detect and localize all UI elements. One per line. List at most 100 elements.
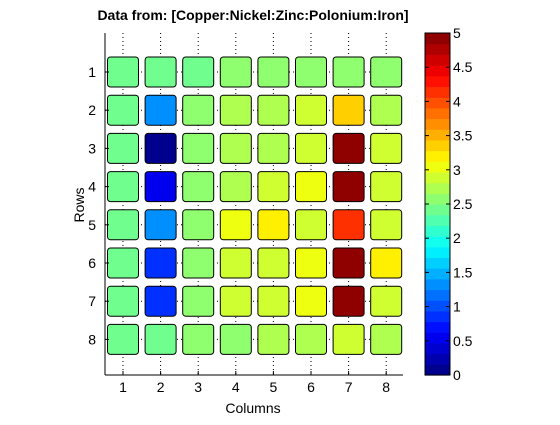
heatmap-cell — [370, 323, 403, 355]
heatmap-cell — [257, 247, 290, 279]
heatmap-cell — [295, 56, 327, 88]
colorbar-tick-label: 4.5 — [453, 59, 473, 75]
chart-title: Data from: [Copper:Nickel:Zinc:Polonium:… — [97, 7, 408, 23]
heatmap-cell — [144, 171, 177, 203]
plot-area: 1 2 3 4 5 6 7 8 1 2 3 4 5 6 7 8 — [88, 33, 403, 395]
heatmap-cell — [219, 209, 252, 241]
colorbar-segment — [425, 225, 450, 237]
heatmap-cell — [144, 285, 177, 317]
heatmap-cell — [295, 171, 327, 203]
colorbar-segment — [425, 289, 450, 301]
heatmap-cell — [144, 132, 177, 164]
heatmap-cell — [332, 285, 365, 317]
colorbar-tick-label: 2 — [453, 230, 461, 246]
x-tick-label: 8 — [382, 379, 390, 395]
colorbar-segment — [425, 139, 450, 152]
colorbar-segment — [425, 342, 450, 355]
heatmap-cell — [257, 285, 290, 317]
heatmap-cell — [332, 247, 365, 279]
heatmap-cell — [107, 56, 139, 88]
heatmap-cell — [370, 247, 403, 279]
heatmap-cell — [182, 247, 215, 279]
colorbar-segment — [425, 310, 450, 323]
heatmap-cell — [257, 94, 290, 126]
heatmap-cell — [257, 171, 290, 203]
heatmap-cell — [219, 247, 252, 279]
heatmap-cell — [295, 285, 327, 317]
colorbar-segment — [425, 214, 450, 226]
heatmap-cell — [219, 171, 252, 203]
heatmap-cell — [107, 209, 139, 241]
heatmap-cell — [144, 209, 177, 241]
heatmap-cell — [144, 94, 177, 126]
colorbar: 0 0.5 1 1.5 2 2.5 3 3.5 4 4.5 5 — [424, 25, 473, 383]
heatmap-cell — [295, 323, 327, 355]
colorbar-segment — [425, 86, 450, 98]
heatmap-cell — [107, 132, 139, 164]
heatmap-cell — [332, 323, 365, 355]
heatmap-cell — [257, 56, 290, 88]
colorbar-segment — [425, 129, 450, 141]
x-tick-label: 5 — [270, 379, 278, 395]
colorbar-segment — [425, 150, 450, 162]
heatmap-cell — [332, 56, 365, 88]
heatmap-cell — [370, 132, 403, 164]
heatmap-cell — [370, 209, 403, 241]
y-tick-label: 5 — [88, 217, 96, 233]
colorbar-segment — [425, 257, 450, 269]
heatmap-cell — [144, 323, 177, 355]
colorbar-tick-label: 0.5 — [453, 333, 473, 349]
x-tick-label: 7 — [345, 379, 353, 395]
y-tick-label: 4 — [88, 179, 96, 195]
colorbar-segment — [425, 353, 450, 365]
heatmap-cell — [144, 247, 177, 279]
heatmap-cell — [295, 132, 327, 164]
heatmap-cell — [257, 209, 290, 241]
heatmap-cell — [182, 171, 215, 203]
heatmap-cell — [370, 285, 403, 317]
heatmap-cell — [370, 171, 403, 203]
colorbar-segment — [425, 171, 450, 184]
colorbar-segment — [425, 161, 450, 173]
y-tick-label: 1 — [88, 64, 96, 80]
y-tick-label: 7 — [88, 293, 96, 309]
y-axis-label: Rows — [71, 187, 87, 222]
heatmap-cell — [257, 132, 290, 164]
heatmap-cell — [295, 94, 327, 126]
colorbar-tick-label: 3.5 — [453, 128, 473, 144]
colorbar-segment — [425, 118, 450, 130]
colorbar-segment — [425, 364, 450, 376]
heatmap-cell — [182, 56, 215, 88]
colorbar-segment — [425, 278, 450, 291]
heatmap-cell — [332, 171, 365, 203]
heatmap-cell — [182, 285, 215, 317]
heatmap-cell — [107, 247, 139, 279]
x-tick-label: 1 — [119, 379, 127, 395]
heatmap-cell — [332, 209, 365, 241]
heatmap-cell — [219, 285, 252, 317]
colorbar-segment — [425, 65, 450, 77]
colorbar-segment — [425, 182, 450, 194]
heatmap-cell — [182, 323, 215, 355]
colorbar-segment — [425, 193, 450, 205]
heatmap-cell — [107, 94, 139, 126]
colorbar-segment — [425, 54, 450, 66]
colorbar-segment — [425, 332, 450, 344]
heatmap-cell — [182, 94, 215, 126]
colorbar-tick-label: 0 — [453, 367, 461, 383]
colorbar-tick-label: 3 — [453, 162, 461, 178]
colorbar-segment — [425, 236, 450, 248]
colorbar-tick-label: 1 — [453, 299, 461, 315]
colorbar-segment — [425, 107, 450, 120]
colorbar-segment — [425, 268, 450, 280]
colorbar-tick-label: 1.5 — [453, 264, 473, 280]
heatmap-cell — [107, 323, 139, 355]
y-tick-label: 8 — [88, 331, 96, 347]
x-tick-label: 4 — [232, 379, 240, 395]
heatmap-cell — [257, 323, 290, 355]
heatmap-cell — [182, 132, 215, 164]
colorbar-tick-label: 5 — [453, 25, 461, 41]
heatmap-cell — [370, 56, 403, 88]
